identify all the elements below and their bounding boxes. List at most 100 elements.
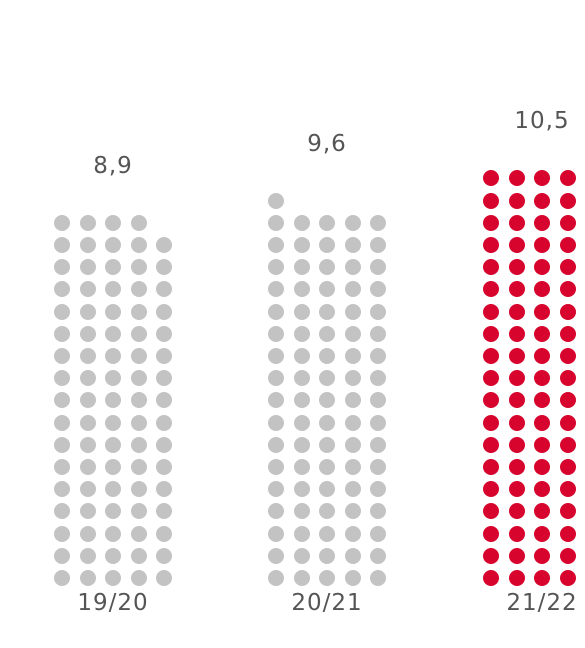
chart-dot: [319, 459, 335, 475]
chart-dot: [319, 303, 335, 320]
chart-dot: [156, 436, 172, 453]
chart-dot: [79, 348, 96, 364]
chart-dot: [344, 281, 361, 298]
chart-dot: [344, 214, 361, 231]
category-label: 20/21: [291, 590, 363, 616]
chart-dot: [268, 414, 284, 431]
chart-dot: [559, 192, 576, 209]
chart-dot: [79, 214, 96, 231]
chart-dot: [370, 481, 386, 498]
chart-dot: [156, 503, 172, 520]
chart-dot: [559, 370, 576, 387]
chart-dot: [54, 237, 70, 253]
chart-dot: [130, 436, 147, 453]
chart-dot: [534, 414, 550, 431]
chart-dot: [79, 259, 96, 276]
chart-dot: [156, 370, 172, 387]
chart-dot: [105, 348, 121, 364]
chart-dot: [483, 237, 499, 253]
chart-dot: [54, 281, 70, 298]
chart-dot: [559, 303, 576, 320]
chart-dot: [508, 481, 525, 498]
chart-dot: [79, 414, 96, 431]
chart-dot: [319, 503, 335, 520]
chart-dot: [105, 503, 121, 520]
chart-dot: [268, 459, 284, 475]
chart-dot: [508, 392, 525, 409]
chart-dot: [483, 303, 499, 320]
chart-dot: [268, 192, 284, 209]
chart-dot: [344, 459, 361, 475]
chart-dot: [130, 525, 147, 542]
chart-dot: [559, 237, 576, 253]
chart-dot: [344, 259, 361, 276]
chart-dot: [344, 237, 361, 253]
chart-dot: [79, 281, 96, 298]
chart-dot: [508, 303, 525, 320]
chart-dot: [79, 325, 96, 342]
chart-dot: [156, 570, 172, 586]
chart-dot: [293, 414, 310, 431]
chart-dot: [559, 259, 576, 276]
chart-dot: [508, 348, 525, 364]
chart-dot: [268, 525, 284, 542]
chart-dot: [79, 459, 96, 475]
chart-dot: [559, 481, 576, 498]
chart-dot: [105, 547, 121, 564]
chart-dot: [130, 325, 147, 342]
chart-dot: [268, 259, 284, 276]
chart-dot: [54, 503, 70, 520]
chart-dot: [370, 459, 386, 475]
chart-dot: [344, 436, 361, 453]
chart-dot: [483, 547, 499, 564]
chart-dot: [344, 503, 361, 520]
chart-dot: [319, 348, 335, 364]
chart-dot: [130, 547, 147, 564]
chart-dot: [534, 503, 550, 520]
chart-dot: [293, 503, 310, 520]
chart-dot: [559, 281, 576, 298]
chart-dot: [559, 214, 576, 231]
chart-dot: [130, 237, 147, 253]
chart-dot: [105, 214, 121, 231]
chart-dot: [156, 281, 172, 298]
chart-dot: [344, 570, 361, 586]
chart-dot: [130, 303, 147, 320]
chart-dot: [559, 547, 576, 564]
chart-dot: [508, 170, 525, 187]
chart-dot: [54, 414, 70, 431]
chart-dot: [559, 392, 576, 409]
chart-dot: [483, 370, 499, 387]
chart-dot: [508, 436, 525, 453]
chart-dot: [130, 459, 147, 475]
chart-dot: [370, 392, 386, 409]
chart-dot: [105, 570, 121, 586]
chart-dot: [319, 547, 335, 564]
chart-dot: [319, 237, 335, 253]
chart-dot: [105, 303, 121, 320]
chart-dot: [268, 348, 284, 364]
chart-dot: [483, 170, 499, 187]
chart-dot: [483, 525, 499, 542]
chart-dot: [559, 503, 576, 520]
chart-dot: [54, 547, 70, 564]
chart-dot: [534, 436, 550, 453]
chart-dot: [79, 570, 96, 586]
chart-dot: [534, 392, 550, 409]
chart-dot: [370, 570, 386, 586]
chart-dot: [105, 481, 121, 498]
chart-dot: [156, 414, 172, 431]
chart-dot: [319, 525, 335, 542]
chart-dot: [105, 459, 121, 475]
chart-dot: [54, 436, 70, 453]
chart-dot: [268, 370, 284, 387]
chart-dot: [534, 170, 550, 187]
chart-dot: [54, 348, 70, 364]
chart-dot: [483, 392, 499, 409]
chart-dot: [156, 525, 172, 542]
chart-dot: [344, 481, 361, 498]
chart-dot: [508, 570, 525, 586]
chart-dot: [293, 237, 310, 253]
value-label: 8,9: [93, 152, 133, 179]
